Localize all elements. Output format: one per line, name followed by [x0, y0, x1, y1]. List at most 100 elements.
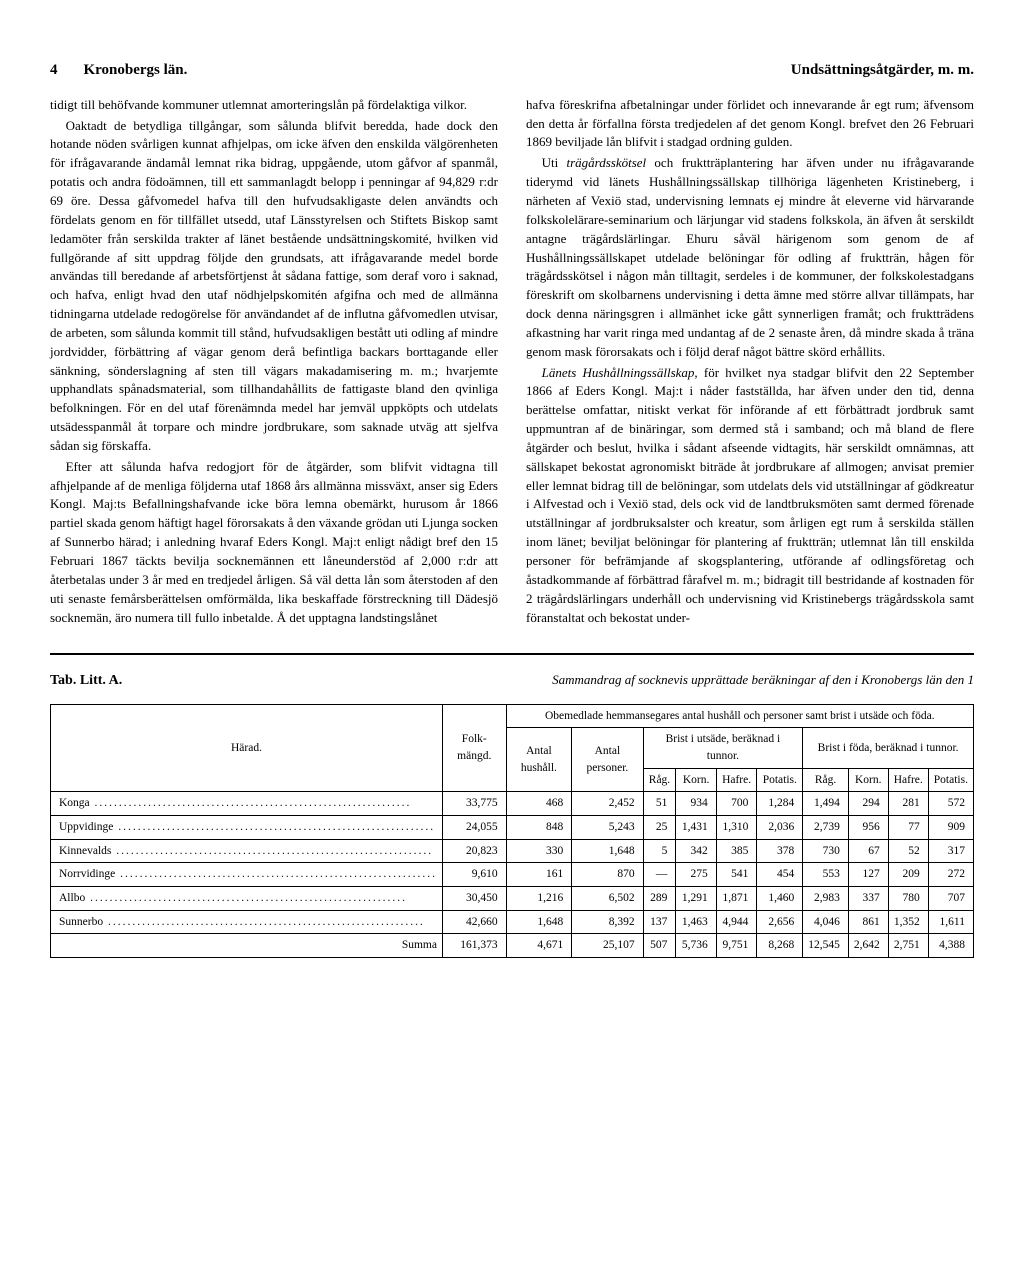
cell: 861 — [848, 910, 888, 934]
cell: 289 — [643, 887, 676, 911]
cell: 541 — [716, 863, 757, 887]
sum-cell: 12,545 — [803, 934, 849, 958]
cell: 1,494 — [803, 792, 849, 816]
page-header: 4 Kronobergs län. Undsättningsåtgärder, … — [50, 60, 974, 82]
cell: 342 — [676, 839, 716, 863]
th-f-hafre: Hafre. — [888, 768, 928, 792]
table-row: Kinnevalds20,8233301,6485342385378730675… — [51, 839, 974, 863]
cell: 780 — [888, 887, 928, 911]
cell: 6,502 — [572, 887, 643, 911]
cell: 137 — [643, 910, 676, 934]
cell: 337 — [848, 887, 888, 911]
table-caption: Sammandrag af socknevis upprättade beräk… — [552, 671, 974, 690]
cell: 1,352 — [888, 910, 928, 934]
cell: 5,243 — [572, 816, 643, 840]
cell: 2,656 — [757, 910, 803, 934]
cell: 454 — [757, 863, 803, 887]
cell: 1,871 — [716, 887, 757, 911]
cell: 378 — [757, 839, 803, 863]
cell: 33,775 — [442, 792, 506, 816]
cell: 1,291 — [676, 887, 716, 911]
th-f-rag: Råg. — [803, 768, 849, 792]
cell: 9,610 — [442, 863, 506, 887]
cell: 8,392 — [572, 910, 643, 934]
cell: 1,463 — [676, 910, 716, 934]
cell: 1,648 — [572, 839, 643, 863]
cell: 20,823 — [442, 839, 506, 863]
table-row: Sunnerbo42,6601,6488,3921371,4634,9442,6… — [51, 910, 974, 934]
right-p2: Uti trägårdsskötsel och fruktträplanteri… — [526, 154, 974, 361]
table-row: Norrvidinge9,610161870—27554145455312720… — [51, 863, 974, 887]
row-name: Uppvidinge — [51, 816, 443, 840]
cell: 272 — [928, 863, 973, 887]
table-row: Konga33,7754682,452519347001,2841,494294… — [51, 792, 974, 816]
cell: 4,046 — [803, 910, 849, 934]
cell: 209 — [888, 863, 928, 887]
page-number: 4 — [50, 62, 58, 78]
cell: 1,284 — [757, 792, 803, 816]
cell: 956 — [848, 816, 888, 840]
cell: 294 — [848, 792, 888, 816]
cell: 1,216 — [506, 887, 572, 911]
row-name: Kinnevalds — [51, 839, 443, 863]
left-column: tidigt till behöfvande kommuner utlemnat… — [50, 96, 498, 630]
row-name: Allbo — [51, 887, 443, 911]
cell: 161 — [506, 863, 572, 887]
cell: 707 — [928, 887, 973, 911]
cell: 2,036 — [757, 816, 803, 840]
row-name: Norrvidinge — [51, 863, 443, 887]
cell: 1,460 — [757, 887, 803, 911]
cell: 730 — [803, 839, 849, 863]
cell: 5 — [643, 839, 676, 863]
th-folkmangd: Folk-mängd. — [442, 704, 506, 792]
th-f-potatis: Potatis. — [928, 768, 973, 792]
th-harad: Härad. — [51, 704, 443, 792]
sum-label: Summa — [51, 934, 443, 958]
sum-cell: 25,107 — [572, 934, 643, 958]
sum-cell: 2,751 — [888, 934, 928, 958]
cell: 4,944 — [716, 910, 757, 934]
data-table: Härad. Folk-mängd. Obemedlade hemmansega… — [50, 704, 974, 958]
cell: — — [643, 863, 676, 887]
cell: 24,055 — [442, 816, 506, 840]
cell: 870 — [572, 863, 643, 887]
section-divider — [50, 653, 974, 655]
right-p3: Länets Hushållningssällskap, för hvilket… — [526, 364, 974, 628]
th-antal-hushall: Antal hushåll. — [506, 728, 572, 792]
cell: 77 — [888, 816, 928, 840]
table-sum-row: Summa161,3734,67125,1075075,7369,7518,26… — [51, 934, 974, 958]
cell: 281 — [888, 792, 928, 816]
cell: 848 — [506, 816, 572, 840]
header-right-title: Undsättningsåtgärder, m. m. — [791, 60, 974, 82]
body-columns: tidigt till behöfvande kommuner utlemnat… — [50, 96, 974, 630]
right-column: hafva föreskrifna afbetalningar under fö… — [526, 96, 974, 630]
cell: 51 — [643, 792, 676, 816]
cell: 2,452 — [572, 792, 643, 816]
th-group: Obemedlade hemmansegares antal hushåll o… — [506, 704, 973, 728]
cell: 2,739 — [803, 816, 849, 840]
sum-cell: 507 — [643, 934, 676, 958]
th-f-korn: Korn. — [848, 768, 888, 792]
th-brist-utsade: Brist i utsäde, beräknad i tunnor. — [643, 728, 803, 768]
sum-cell: 8,268 — [757, 934, 803, 958]
sum-cell: 9,751 — [716, 934, 757, 958]
left-p2: Oaktadt de betydliga tillgångar, som sål… — [50, 117, 498, 456]
sum-cell: 4,671 — [506, 934, 572, 958]
cell: 1,648 — [506, 910, 572, 934]
cell: 385 — [716, 839, 757, 863]
left-p1: tidigt till behöfvande kommuner utlemnat… — [50, 96, 498, 115]
right-p1: hafva föreskrifna afbetalningar under fö… — [526, 96, 974, 153]
th-u-korn: Korn. — [676, 768, 716, 792]
th-antal-personer: Antal personer. — [572, 728, 643, 792]
cell: 317 — [928, 839, 973, 863]
cell: 1,310 — [716, 816, 757, 840]
table-row: Allbo30,4501,2166,5022891,2911,8711,4602… — [51, 887, 974, 911]
row-name: Konga — [51, 792, 443, 816]
row-name: Sunnerbo — [51, 910, 443, 934]
cell: 42,660 — [442, 910, 506, 934]
th-u-potatis: Potatis. — [757, 768, 803, 792]
cell: 67 — [848, 839, 888, 863]
table-row: Uppvidinge24,0558485,243251,4311,3102,03… — [51, 816, 974, 840]
sum-cell: 5,736 — [676, 934, 716, 958]
sum-cell: 161,373 — [442, 934, 506, 958]
